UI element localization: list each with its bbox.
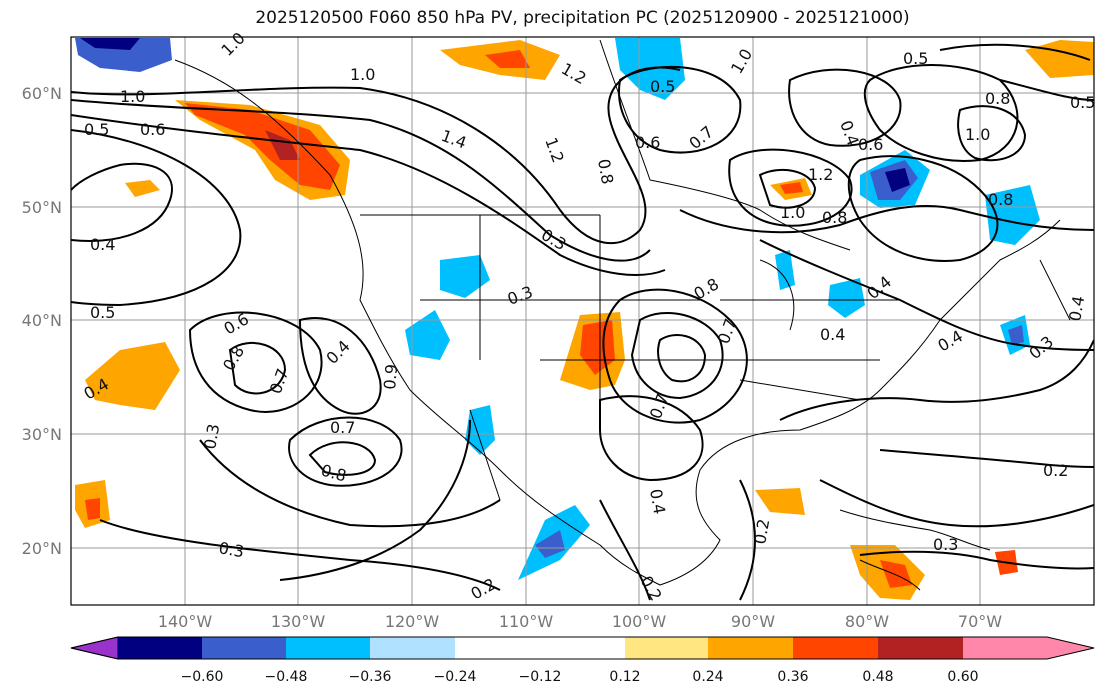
contour-label: 0.5 xyxy=(90,303,115,322)
precip-blob xyxy=(125,180,160,197)
colorbar-tick-label: 0.12 xyxy=(609,669,640,685)
lon-tick-label: 110°W xyxy=(499,612,554,631)
contour-label: 0.8 xyxy=(594,157,617,185)
lat-tick-label: 60°N xyxy=(22,84,62,103)
pv-contours xyxy=(71,43,1094,601)
colorbar-segment xyxy=(455,637,625,659)
lat-axis: 20°N 30°N 40°N 50°N 60°N xyxy=(22,84,62,558)
precip-blob xyxy=(535,530,565,558)
contour-label: 0.3 xyxy=(217,538,245,561)
precip-blob xyxy=(265,130,300,160)
lon-axis: 140°W 130°W 120°W 110°W 100°W 90°W 80°W … xyxy=(158,612,1002,631)
precip-blob xyxy=(440,255,490,298)
colorbar-tick-label: −0.36 xyxy=(349,669,392,685)
colorbar-tick-label: −0.60 xyxy=(181,669,224,685)
precip-blob xyxy=(85,498,100,520)
colorbar-segment xyxy=(878,637,963,659)
contour-label: 0.4 xyxy=(646,487,669,515)
contour-label: 0.2 xyxy=(1043,461,1068,480)
precip-blob xyxy=(485,50,530,68)
contour-label: 0.8 xyxy=(822,208,847,227)
precip-blob xyxy=(775,250,795,290)
contour-label: 0.6 xyxy=(635,133,660,152)
precip-blob xyxy=(85,342,180,410)
colorbar-segment xyxy=(118,637,202,659)
colorbar-tick-label: −0.12 xyxy=(519,669,562,685)
colorbar-segment xyxy=(286,637,370,659)
contour-label: 1.0 xyxy=(350,65,375,84)
contour-label: 0.8 xyxy=(985,89,1010,108)
contour-label: 0.7 xyxy=(330,418,355,437)
contour-label: 0.3 xyxy=(200,422,223,450)
lon-tick-label: 90°W xyxy=(731,612,775,631)
colorbar-tick-label: −0.24 xyxy=(434,669,477,685)
lat-tick-label: 50°N xyxy=(22,198,62,217)
colorbar-tick-label: −0.48 xyxy=(265,669,308,685)
colorbar-segment xyxy=(202,637,286,659)
contour-label: 0.2 xyxy=(750,517,773,545)
colorbar-tick-label: 0.24 xyxy=(692,669,723,685)
contour-label: 1.0 xyxy=(780,203,805,222)
contour-label: 1.2 xyxy=(808,165,833,184)
contour-label: 0.8 xyxy=(988,190,1013,209)
lat-tick-label: 20°N xyxy=(22,539,62,558)
graticule xyxy=(71,37,1094,605)
contour-label: 0.5 xyxy=(650,77,675,96)
colorbar-tick-label: 0.60 xyxy=(947,669,978,685)
colorbar-segment xyxy=(963,637,1094,659)
precip-blob xyxy=(1025,40,1094,78)
colorbar-tick-label: 0.48 xyxy=(862,669,893,685)
colorbar-tick-label: 0.36 xyxy=(777,669,808,685)
precip-blob xyxy=(580,320,615,375)
contour-label: 0.4 xyxy=(1065,294,1088,322)
contour-label: 0.3 xyxy=(933,535,958,554)
contour-label: 1.0 xyxy=(965,125,990,144)
precip-blob xyxy=(185,103,340,190)
colorbar-segment xyxy=(793,637,878,659)
contour-label: 0.6 xyxy=(140,120,165,139)
precip-blob xyxy=(405,310,450,360)
precip-blob xyxy=(985,185,1040,245)
lon-tick-label: 80°W xyxy=(845,612,889,631)
contour-label: 1.0 xyxy=(120,87,145,106)
chart-title: 2025120500 F060 850 hPa PV, precipitatio… xyxy=(255,8,910,28)
contour-label: 0.9 xyxy=(380,363,401,390)
contour-label: 0.5 xyxy=(1070,93,1095,112)
precip-blob xyxy=(880,560,912,588)
map-frame xyxy=(70,36,1095,606)
precip-blob xyxy=(885,168,910,192)
contour-label: 0.4 xyxy=(820,325,845,344)
colorbar-segment xyxy=(370,637,455,659)
precip-blob xyxy=(80,38,140,50)
colorbar-segment xyxy=(708,637,793,659)
contour-label: 0.5 xyxy=(84,120,109,139)
precip-blob xyxy=(755,488,805,515)
lat-tick-label: 40°N xyxy=(22,311,62,330)
contour-label: 0.4 xyxy=(90,235,115,254)
precip-blob xyxy=(780,182,803,194)
lon-tick-label: 140°W xyxy=(158,612,213,631)
colorbar-segment xyxy=(70,636,119,660)
lon-tick-label: 70°W xyxy=(958,612,1002,631)
lat-tick-label: 30°N xyxy=(22,425,62,444)
colorbar: −0.60 −0.48 −0.36 −0.24 −0.12 0.12 0.24 … xyxy=(70,636,1095,685)
lon-tick-label: 120°W xyxy=(385,612,440,631)
colorbar-segment xyxy=(625,637,708,659)
precip-blob xyxy=(828,278,865,318)
lon-tick-label: 100°W xyxy=(612,612,667,631)
contour-label: 0.5 xyxy=(903,49,928,68)
lon-tick-label: 130°W xyxy=(271,612,326,631)
contour-label: 0.6 xyxy=(858,135,883,154)
precip-blob xyxy=(1008,325,1024,345)
colorbar-outline xyxy=(70,636,1095,660)
precipitation-shading xyxy=(75,38,1094,600)
